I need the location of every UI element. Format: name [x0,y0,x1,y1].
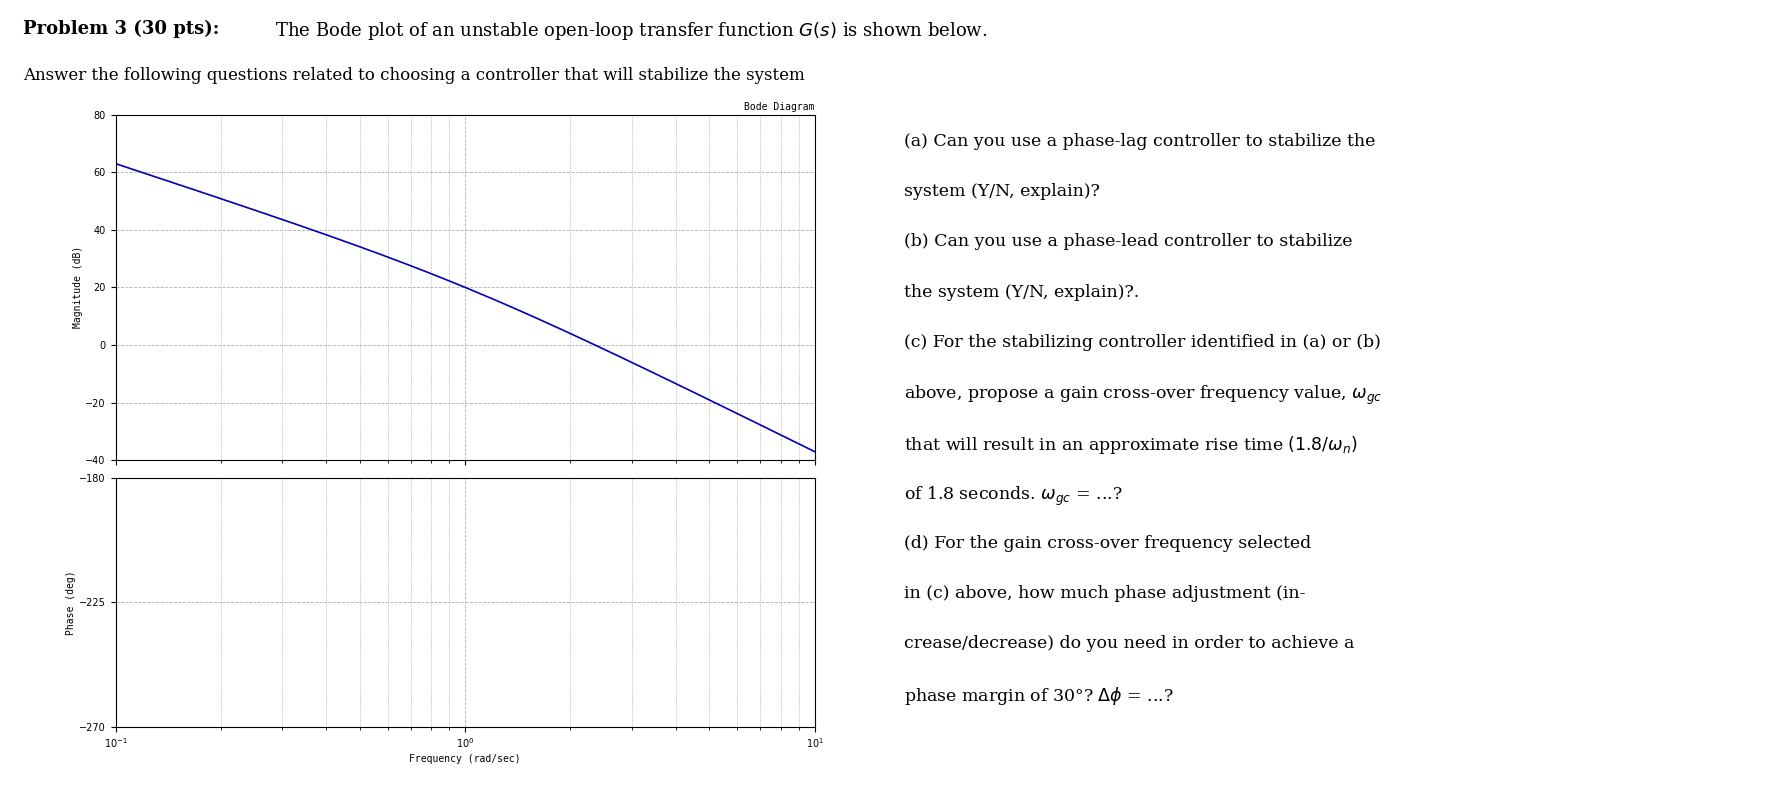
Text: that will result in an approximate rise time $(1.8/\omega_n)$: that will result in an approximate rise … [903,435,1357,456]
Y-axis label: Phase (deg): Phase (deg) [66,570,76,634]
Text: (c) For the stabilizing controller identified in (a) or (b): (c) For the stabilizing controller ident… [903,333,1380,351]
Text: crease/decrease) do you need in order to achieve a: crease/decrease) do you need in order to… [903,635,1355,652]
Text: the system (Y/N, explain)?.: the system (Y/N, explain)?. [903,284,1140,300]
Text: in (c) above, how much phase adjustment (in-: in (c) above, how much phase adjustment … [903,585,1305,602]
Y-axis label: Magnitude (dB): Magnitude (dB) [73,246,82,329]
Text: Answer the following questions related to choosing a controller that will stabil: Answer the following questions related t… [23,67,805,85]
Text: of 1.8 seconds. $\omega_{gc}$ = ...?: of 1.8 seconds. $\omega_{gc}$ = ...? [903,484,1122,507]
Text: phase margin of 30°? $\Delta\phi$ = ...?: phase margin of 30°? $\Delta\phi$ = ...? [903,685,1173,707]
Text: Problem 3 (30 pts):: Problem 3 (30 pts): [23,20,219,38]
Text: Bode Diagram: Bode Diagram [745,103,814,112]
Text: above, propose a gain cross-over frequency value, $\omega_{gc}$: above, propose a gain cross-over frequen… [903,384,1382,407]
Text: (d) For the gain cross-over frequency selected: (d) For the gain cross-over frequency se… [903,535,1310,551]
Text: The Bode plot of an unstable open-loop transfer function $G(s)$ is shown below.: The Bode plot of an unstable open-loop t… [258,20,987,42]
X-axis label: Frequency (rad/sec): Frequency (rad/sec) [409,754,521,765]
Text: (a) Can you use a phase-lag controller to stabilize the: (a) Can you use a phase-lag controller t… [903,133,1374,150]
Text: (b) Can you use a phase-lead controller to stabilize: (b) Can you use a phase-lead controller … [903,233,1353,250]
Text: system (Y/N, explain)?: system (Y/N, explain)? [903,183,1099,200]
